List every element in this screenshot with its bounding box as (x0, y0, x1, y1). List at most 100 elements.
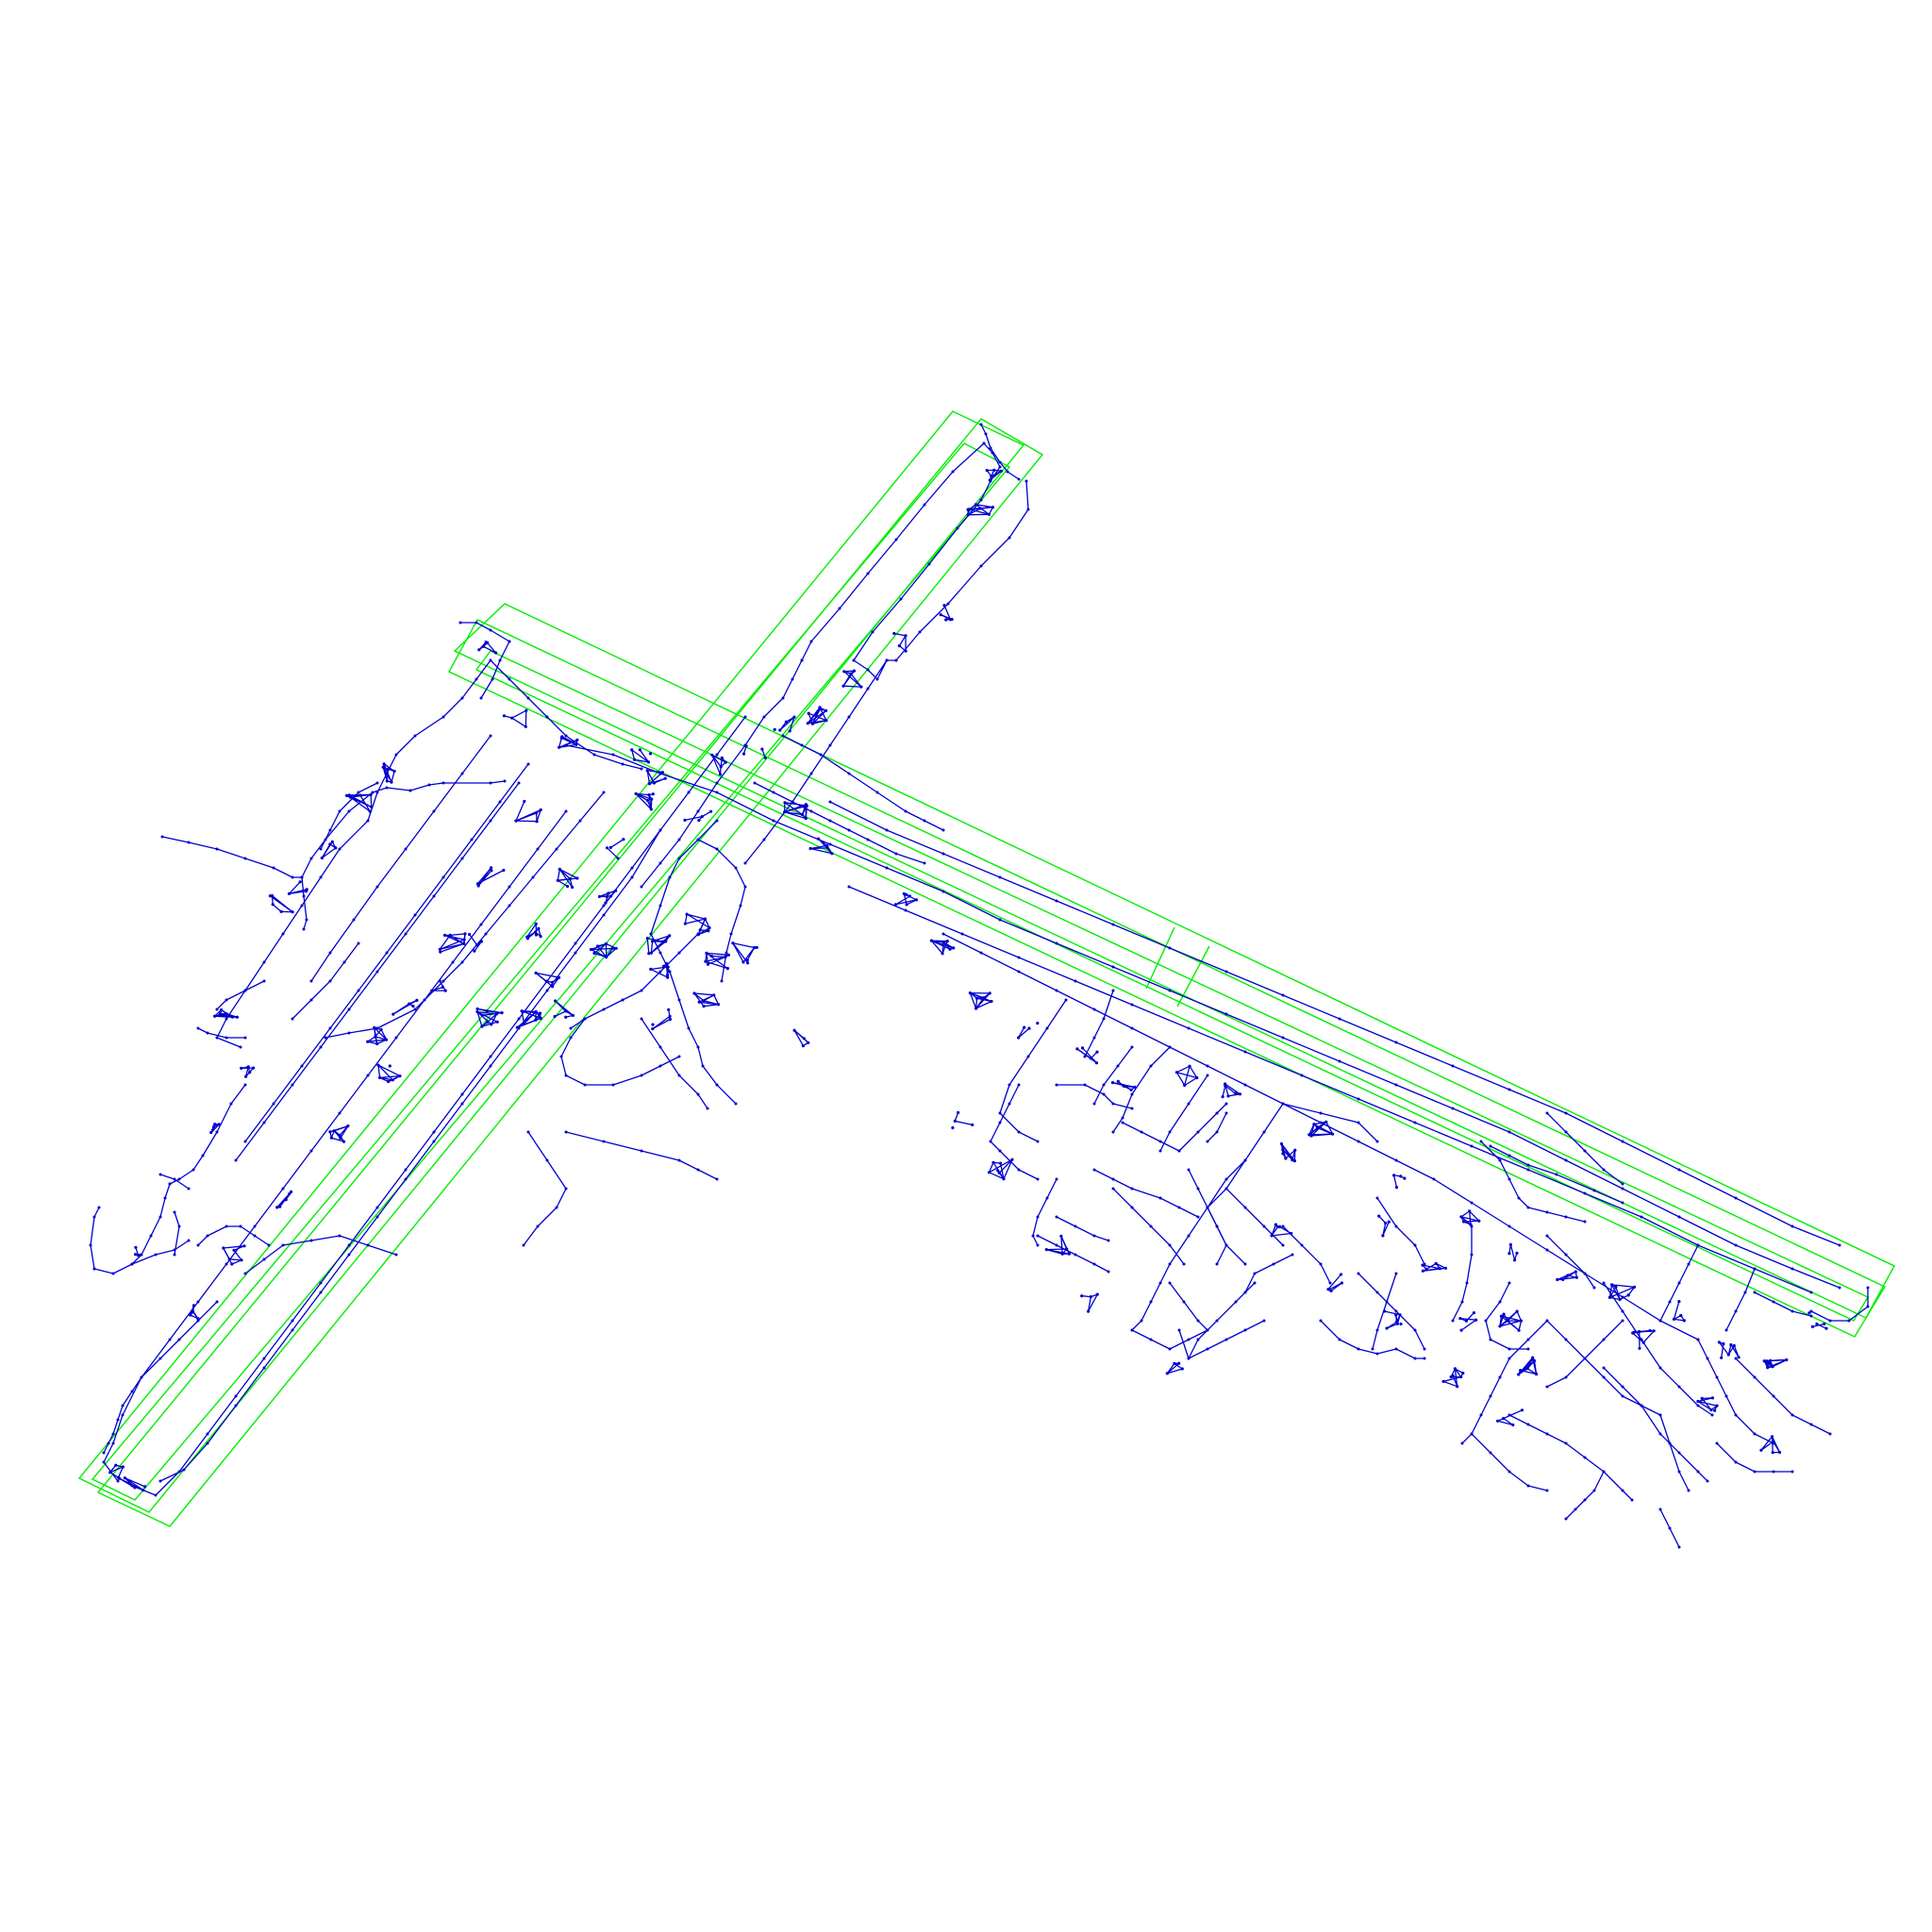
road-node (460, 1102, 464, 1106)
road-node (1734, 1460, 1738, 1464)
cluster-edge (894, 899, 918, 906)
road-node (1545, 1234, 1549, 1238)
road-node (804, 817, 808, 821)
cluster-edge (515, 820, 538, 823)
road-node (243, 1083, 247, 1087)
road-node (998, 1111, 1002, 1115)
road-node (1564, 1215, 1568, 1219)
road-node (1384, 1221, 1388, 1225)
road-node (272, 1102, 275, 1106)
road-node (597, 894, 602, 899)
cluster-edge (930, 940, 943, 955)
road-node (719, 765, 723, 769)
road-node (1462, 1220, 1466, 1224)
cluster-edge (349, 796, 371, 812)
road-node (784, 720, 789, 724)
road-node (825, 846, 829, 850)
runway-outline-3 (91, 442, 1011, 1501)
cluster-edge (1060, 1235, 1068, 1250)
road-node (173, 1177, 176, 1181)
cluster-edge (333, 1124, 349, 1132)
junction-cluster (631, 749, 650, 763)
road-node (545, 989, 549, 992)
road-node (243, 1272, 247, 1275)
road-node (319, 1291, 323, 1294)
road-node (942, 604, 946, 608)
road-node (668, 875, 672, 879)
road-node (1564, 1375, 1568, 1379)
cluster-edge (474, 941, 483, 952)
road-segment (1122, 1122, 1180, 1152)
road-node (89, 1243, 92, 1247)
road-node (1102, 1083, 1106, 1087)
road-node (1474, 1318, 1478, 1322)
road-node (358, 793, 362, 797)
road-node (319, 847, 323, 851)
road-node (1130, 1092, 1134, 1096)
cluster-edge (1325, 1121, 1334, 1135)
road-node (1713, 1408, 1717, 1412)
road-node (375, 1026, 379, 1030)
road-node (158, 1215, 162, 1219)
road-node (320, 856, 324, 860)
road-node (1234, 1091, 1238, 1095)
road-segment (325, 791, 605, 1039)
road-node (439, 950, 442, 954)
road-node (432, 809, 436, 813)
road-node (300, 1064, 304, 1068)
road-node (1357, 1140, 1360, 1143)
road-node (1394, 1320, 1399, 1324)
road-node (1224, 1187, 1228, 1191)
road-node (885, 866, 889, 870)
road-node (413, 1008, 417, 1011)
road-node (378, 1075, 382, 1079)
road-node (1459, 1375, 1463, 1379)
road-node (1338, 1338, 1341, 1341)
road-node (328, 842, 332, 846)
road-node (1753, 1432, 1757, 1436)
road-node (664, 940, 668, 943)
road-node (168, 1338, 172, 1341)
cluster-edge (1222, 1085, 1226, 1098)
road-node (1461, 1372, 1465, 1375)
road-node (1281, 1243, 1285, 1247)
road-node (475, 943, 479, 947)
road-node (1243, 1050, 1247, 1054)
road-node (1507, 1470, 1511, 1474)
road-node (1451, 1064, 1455, 1068)
road-node (1017, 1130, 1021, 1134)
cluster-edge (631, 749, 650, 763)
junction-cluster (779, 716, 795, 732)
road-node (133, 1253, 138, 1257)
road-node (1375, 1140, 1379, 1143)
road-segment (1546, 1235, 1595, 1289)
road-node (700, 815, 704, 819)
road-node (555, 847, 558, 851)
road-node (1621, 1309, 1624, 1313)
road-node (707, 929, 710, 933)
road-node (697, 1000, 701, 1004)
road-node (366, 1074, 370, 1077)
cluster-edge (367, 1036, 376, 1042)
road-node (715, 819, 719, 823)
road-node (1443, 1266, 1448, 1270)
road-node (498, 800, 502, 804)
road-node (696, 1168, 700, 1172)
road-node (1610, 1283, 1614, 1287)
road-node (385, 786, 389, 790)
cluster-edge (698, 1001, 720, 1006)
road-node (534, 971, 538, 974)
road-node (302, 927, 306, 931)
road-node (563, 1009, 568, 1013)
road-node (1319, 1262, 1323, 1266)
road-node (677, 838, 681, 841)
road-node (574, 941, 577, 945)
road-node (432, 1130, 436, 1134)
road-node (490, 1023, 493, 1026)
road-node (630, 866, 634, 870)
road-node (991, 451, 994, 455)
road-node (305, 888, 308, 891)
road-node (1130, 1045, 1134, 1049)
road-node (941, 941, 945, 944)
cluster-edge (893, 632, 907, 637)
